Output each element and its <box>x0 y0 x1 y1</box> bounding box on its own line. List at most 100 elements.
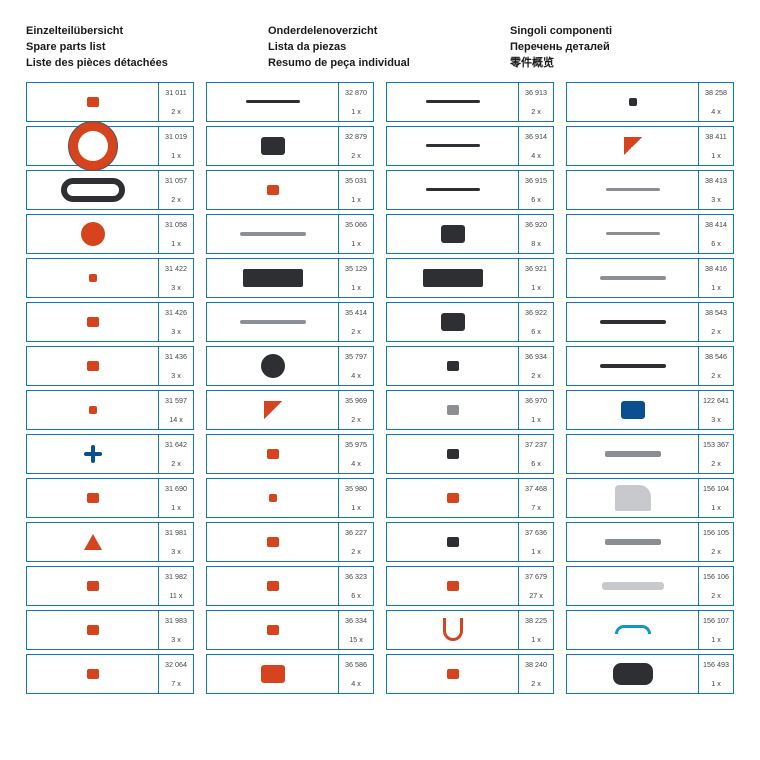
part-id: 32 870 <box>345 89 367 96</box>
part-meta: 156 1071 x <box>698 611 733 649</box>
part-icon <box>87 669 99 679</box>
part-qty: 2 x <box>711 328 721 335</box>
part-id: 31 426 <box>165 309 187 316</box>
part-cell: 31 0112 x <box>26 82 194 122</box>
part-thumbnail <box>207 347 338 385</box>
part-qty: 6 x <box>531 196 541 203</box>
part-cell: 31 0572 x <box>26 170 194 210</box>
part-cell: 32 8701 x <box>206 82 374 122</box>
part-qty: 3 x <box>171 328 181 335</box>
part-meta: 31 59714 x <box>158 391 193 429</box>
part-qty: 1 x <box>351 504 361 511</box>
part-thumbnail <box>207 479 338 517</box>
part-thumbnail <box>27 303 158 341</box>
part-icon <box>246 100 300 103</box>
part-meta: 36 9342 x <box>518 347 553 385</box>
part-thumbnail <box>27 83 158 121</box>
part-qty: 6 x <box>711 240 721 247</box>
part-qty: 2 x <box>531 372 541 379</box>
part-cell: 35 9801 x <box>206 478 374 518</box>
part-id: 156 105 <box>703 529 729 536</box>
part-id: 156 107 <box>703 617 729 624</box>
parts-column: 32 8701 x32 8792 x35 0311 x35 0661 x35 1… <box>206 82 374 694</box>
part-id: 31 057 <box>165 177 187 184</box>
part-thumbnail <box>387 215 518 253</box>
part-cell: 37 4687 x <box>386 478 554 518</box>
part-cell: 37 2376 x <box>386 434 554 474</box>
part-meta: 156 4931 x <box>698 655 733 693</box>
part-cell: 35 7974 x <box>206 346 374 386</box>
part-cell: 35 0661 x <box>206 214 374 254</box>
part-id: 36 920 <box>525 221 547 228</box>
part-cell: 32 0647 x <box>26 654 194 694</box>
part-id: 35 797 <box>345 353 367 360</box>
part-qty: 3 x <box>711 416 721 423</box>
part-cell: 38 4111 x <box>566 126 734 166</box>
part-thumbnail <box>207 567 338 605</box>
part-id: 38 413 <box>705 177 727 184</box>
part-meta: 32 0647 x <box>158 655 193 693</box>
part-thumbnail <box>567 259 698 297</box>
part-icon <box>267 625 279 635</box>
part-meta: 32 8701 x <box>338 83 373 121</box>
part-meta: 36 9226 x <box>518 303 553 341</box>
part-id: 31 597 <box>165 397 187 404</box>
part-icon <box>606 232 660 235</box>
part-thumbnail <box>207 611 338 649</box>
part-cell: 38 5432 x <box>566 302 734 342</box>
part-id: 38 414 <box>705 221 727 228</box>
part-id: 31 982 <box>165 573 187 580</box>
part-thumbnail <box>567 347 698 385</box>
part-icon <box>261 665 285 683</box>
part-meta: 38 5462 x <box>698 347 733 385</box>
part-thumbnail <box>207 127 338 165</box>
part-icon <box>81 222 105 246</box>
part-icon <box>621 401 645 419</box>
part-id: 35 066 <box>345 221 367 228</box>
part-id: 35 031 <box>345 177 367 184</box>
part-meta: 31 0191 x <box>158 127 193 165</box>
part-id: 31 436 <box>165 353 187 360</box>
part-meta: 36 9211 x <box>518 259 553 297</box>
part-icon <box>447 581 459 591</box>
part-meta: 38 4161 x <box>698 259 733 297</box>
part-icon <box>426 144 480 147</box>
part-thumbnail <box>387 611 518 649</box>
part-id: 31 690 <box>165 485 187 492</box>
part-cell: 36 33415 x <box>206 610 374 650</box>
part-meta: 31 9813 x <box>158 523 193 561</box>
part-qty: 1 x <box>531 636 541 643</box>
part-thumbnail <box>387 171 518 209</box>
part-thumbnail <box>387 259 518 297</box>
part-thumbnail <box>27 523 158 561</box>
part-thumbnail <box>27 347 158 385</box>
part-cell: 35 0311 x <box>206 170 374 210</box>
part-icon <box>447 361 459 371</box>
part-qty: 4 x <box>531 152 541 159</box>
part-cell: 156 1052 x <box>566 522 734 562</box>
part-thumbnail <box>567 567 698 605</box>
part-cell: 156 1041 x <box>566 478 734 518</box>
part-icon <box>613 663 653 685</box>
part-thumbnail <box>27 611 158 649</box>
part-id: 37 237 <box>525 441 547 448</box>
header-line: Liste des pièces détachées <box>26 56 250 72</box>
part-id: 31 983 <box>165 617 187 624</box>
part-cell: 153 3672 x <box>566 434 734 474</box>
part-thumbnail <box>567 391 698 429</box>
part-qty: 2 x <box>531 108 541 115</box>
header-line: Spare parts list <box>26 40 250 56</box>
part-qty: 3 x <box>171 372 181 379</box>
header-line: Onderdelenoverzicht <box>268 24 492 40</box>
part-cell: 38 5462 x <box>566 346 734 386</box>
part-cell: 36 9701 x <box>386 390 554 430</box>
part-qty: 11 x <box>169 592 182 599</box>
part-id: 36 323 <box>345 573 367 580</box>
part-id: 38 225 <box>525 617 547 624</box>
part-meta: 31 436 3 x <box>158 347 193 385</box>
part-qty: 1 x <box>531 416 541 423</box>
part-thumbnail <box>387 435 518 473</box>
header-line: 零件概览 <box>510 56 734 72</box>
part-thumbnail <box>387 83 518 121</box>
part-meta: 31 6422 x <box>158 435 193 473</box>
